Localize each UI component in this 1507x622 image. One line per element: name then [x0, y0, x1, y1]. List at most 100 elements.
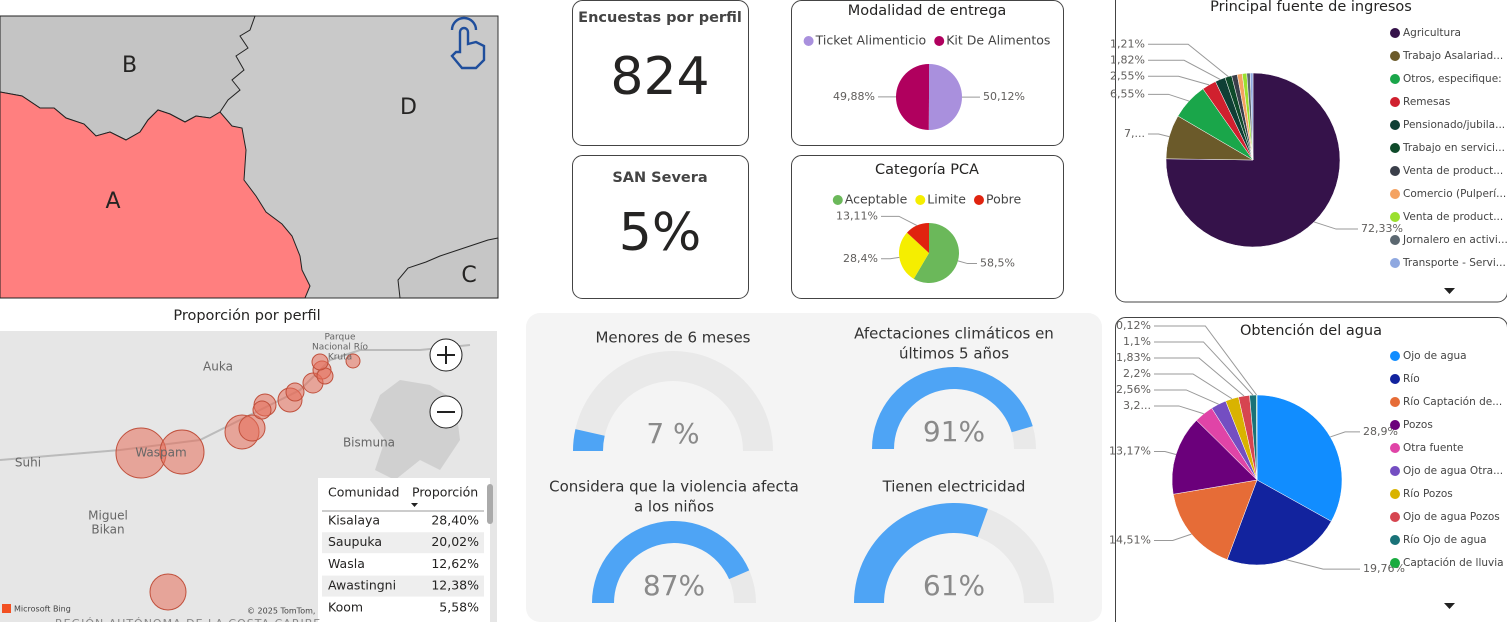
legend-label: Ticket Alimenticio: [815, 33, 927, 48]
legend-label: Comercio (Pulperí...: [1403, 188, 1506, 200]
card-value: 5%: [619, 203, 702, 263]
gauge-value: [573, 429, 605, 451]
pie-slice: [899, 232, 929, 279]
legend-swatch: [1390, 212, 1400, 222]
pie-slice: [1165, 72, 1341, 248]
legend-swatch: [1390, 489, 1400, 499]
place-label: Suhi: [15, 456, 41, 470]
bubble: [311, 353, 329, 371]
region-a: [0, 91, 311, 299]
gauge-title: a los niños: [634, 498, 714, 516]
region-name: REGIÓN AUTÓNOMA DE LA COSTA CARIBE: [55, 617, 321, 622]
leader-line: [881, 215, 918, 226]
legend-label: Río Pozos: [1403, 488, 1453, 500]
cell: Wasla: [328, 556, 365, 571]
bubble: [285, 382, 305, 402]
pie-slice: [895, 64, 929, 130]
legend-label: Venta de product...: [1403, 211, 1503, 223]
row-bg: [322, 575, 484, 597]
legend-label: Jornalero en activi...: [1402, 234, 1507, 246]
data-label: 3,2...: [1123, 399, 1151, 412]
data-label: 0,12%: [1116, 319, 1151, 332]
map-title: Proporción por perfil: [173, 308, 320, 324]
scrollbar[interactable]: [487, 484, 493, 524]
cell: Koom: [328, 599, 363, 614]
pie-slice: [906, 223, 929, 253]
data-label: 49,88%: [833, 90, 875, 103]
attribution: Microsoft Bing: [14, 605, 71, 614]
region-map: B D A C: [0, 15, 499, 299]
place-label: Bismuna: [343, 436, 395, 450]
pie-slice: [1256, 394, 1343, 522]
legend-label: Ojo de agua Pozos: [1403, 511, 1500, 523]
legend-swatch: [1390, 443, 1400, 453]
card-value: 824: [610, 47, 709, 107]
data-label: 2,2%: [1123, 367, 1151, 380]
data-label: 6,55%: [1110, 87, 1145, 100]
legend-label: Río: [1403, 373, 1420, 385]
region-label: B: [122, 53, 137, 78]
place-label: Waspam: [135, 446, 186, 460]
card: [572, 155, 749, 299]
leader-line: [1313, 221, 1358, 230]
legend-label: Pobre: [986, 192, 1022, 207]
card-title: Encuestas por perfil: [578, 10, 742, 26]
zoom-in-icon: [437, 346, 455, 364]
card-title: SAN Severa: [612, 170, 707, 186]
legend-swatch: [1390, 74, 1400, 84]
pie-title: Principal fuente de ingresos: [1210, 0, 1412, 15]
bubble: [238, 414, 266, 442]
pie-title: Categoría PCA: [875, 162, 979, 178]
data-label: 1,83%: [1116, 351, 1151, 364]
gauge-value: [872, 366, 1033, 449]
pie-slice: [913, 223, 960, 283]
pie-title: Obtención del agua: [1240, 323, 1382, 339]
data-label: 28,9%: [1363, 425, 1398, 438]
gauge-label: 91%: [923, 415, 985, 448]
pie-title: Modalidad de entrega: [848, 3, 1007, 19]
legend-swatch: [1390, 351, 1400, 361]
gauge-value: [854, 503, 988, 603]
cell: 12,38%: [431, 578, 479, 593]
gauge-panel: [526, 313, 1102, 622]
data-label: 7,...: [1124, 127, 1145, 140]
leader-line: [1154, 405, 1204, 415]
data-label: 1,21%: [1110, 37, 1145, 50]
cell: Awastingni: [328, 578, 396, 593]
legend-label: Agricultura: [1403, 27, 1461, 39]
gauge-title: Considera que la violencia afecta: [549, 478, 799, 496]
data-label: 1,1%: [1123, 335, 1151, 348]
pie-slice: [1171, 419, 1258, 495]
legend-swatch: [1390, 120, 1400, 130]
leader-line: [881, 256, 900, 260]
bubble: [149, 573, 187, 611]
legend-swatch: [1390, 397, 1400, 407]
gauge-label: 61%: [923, 569, 985, 602]
table-header: Comunidad: [328, 485, 399, 500]
leader-line: [1154, 325, 1258, 396]
legend-label: Otros, especifique:: [1403, 73, 1502, 85]
legend-swatch: [1390, 466, 1400, 476]
region-c: [397, 237, 499, 299]
legend-swatch: [1390, 189, 1400, 199]
leader-line: [957, 260, 977, 265]
legend-label: Ojo de agua Otra...: [1403, 465, 1503, 477]
legend-label: Río Captación de...: [1403, 396, 1502, 408]
cell: 12,62%: [431, 556, 479, 571]
gauge-title: Menores de 6 meses: [595, 329, 750, 347]
leader-line: [1154, 450, 1177, 455]
click-icon[interactable]: [450, 16, 486, 70]
legend-swatch: [1390, 420, 1400, 430]
legend-swatch: [1390, 535, 1400, 545]
leader-line: [1148, 93, 1190, 102]
legend-label: Aceptable: [845, 192, 908, 207]
sort-arrow: [411, 503, 418, 507]
bubble: [159, 429, 205, 475]
gauge-title: últimos 5 años: [899, 345, 1009, 363]
place-label: Nacional Río: [312, 343, 369, 353]
legend-swatch: [1390, 28, 1400, 38]
row-bg: [322, 532, 484, 554]
gauge-label: 7 %: [646, 417, 699, 450]
